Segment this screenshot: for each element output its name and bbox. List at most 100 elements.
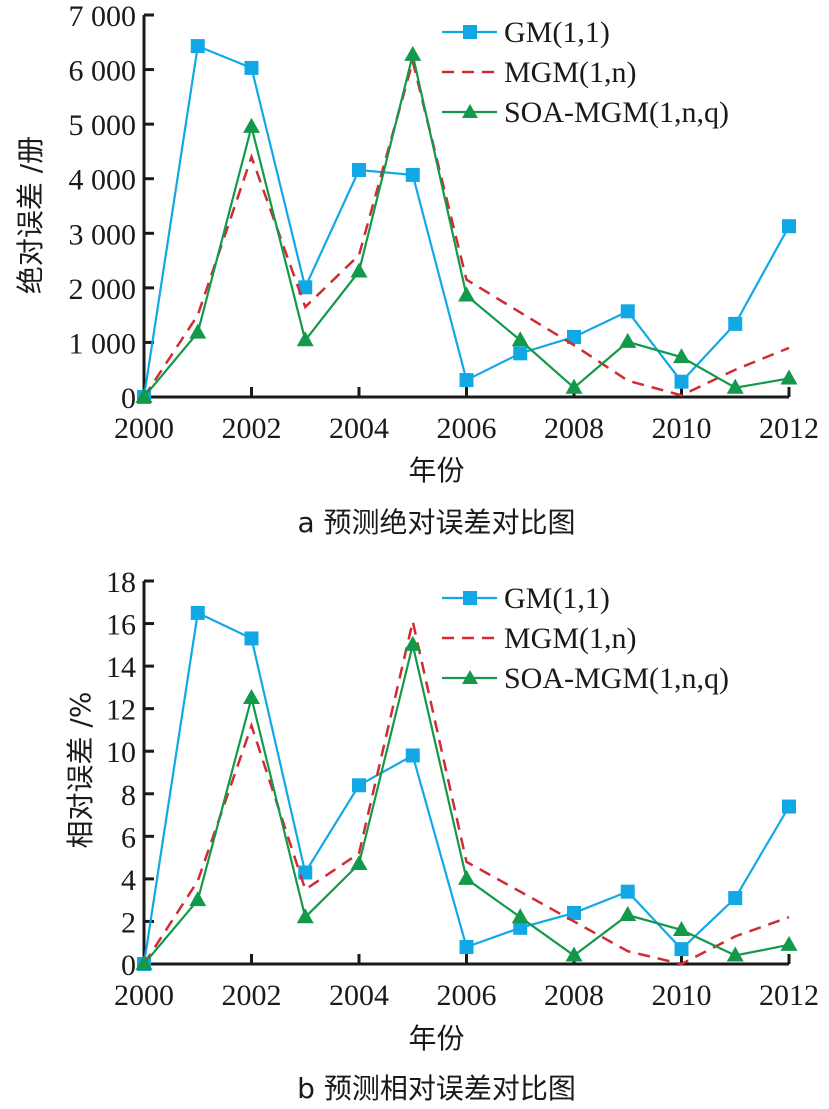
data-point-square — [728, 891, 743, 906]
data-point-square — [674, 942, 689, 957]
legend-marker-square — [463, 25, 477, 39]
x-tick-label: 2004 — [329, 979, 389, 1012]
series-gm-1-1 — [137, 39, 796, 404]
legend-item: GM(1,1) — [442, 16, 610, 49]
data-point-triangle — [350, 854, 368, 870]
legend-marker-triangle — [462, 104, 478, 118]
data-point-triangle — [511, 331, 529, 347]
data-point-square — [782, 799, 796, 814]
data-point-square — [244, 60, 259, 75]
data-point-triangle — [135, 388, 153, 403]
data-point-square — [298, 280, 313, 295]
data-point-triangle — [296, 331, 314, 347]
legend-item: SOA-MGM(1,n,q) — [442, 96, 729, 129]
series-mgm-1-n — [142, 621, 790, 966]
y-tick-label: 6 000 — [69, 55, 137, 88]
data-point-square — [513, 346, 528, 361]
x-tick-label: 2008 — [544, 412, 604, 445]
data-point-square — [190, 605, 205, 620]
data-point-triangle — [458, 869, 475, 885]
series-mgm-1-n — [142, 56, 790, 398]
legend-label: MGM(1,n) — [504, 622, 637, 655]
data-point-triangle — [350, 262, 368, 278]
data-point-triangle — [243, 117, 260, 133]
x-axis-title: 年份 — [408, 454, 464, 487]
data-point-triangle — [404, 45, 422, 61]
y-tick-label: 4 000 — [69, 164, 137, 197]
y-tick-label: 12 — [106, 694, 136, 727]
data-point-triangle — [135, 955, 153, 970]
legend-label: GM(1,1) — [504, 16, 610, 49]
x-tick-label: 2000 — [114, 412, 174, 445]
data-point-triangle — [726, 946, 744, 962]
y-tick-label: 7 000 — [69, 0, 137, 33]
data-point-triangle — [189, 323, 207, 339]
series-line — [142, 621, 790, 966]
x-tick-label: 2000 — [114, 979, 174, 1012]
data-point-square — [352, 778, 366, 793]
data-point-square — [459, 939, 474, 954]
y-tick-label: 5 000 — [69, 109, 137, 142]
data-point-square — [620, 304, 635, 319]
data-point-triangle — [565, 378, 583, 394]
x-tick-label: 2008 — [544, 979, 604, 1012]
legend-item: SOA-MGM(1,n,q) — [442, 662, 729, 695]
y-tick-label: 3 000 — [69, 218, 137, 251]
data-point-triangle — [619, 332, 637, 348]
data-point-square — [190, 39, 205, 54]
x-tick-label: 2002 — [222, 979, 282, 1012]
y-tick-label: 2 — [121, 906, 136, 939]
data-point-square — [567, 905, 581, 920]
data-point-triangle — [673, 348, 690, 364]
y-tick-label: 16 — [106, 609, 136, 642]
data-point-triangle — [458, 286, 475, 302]
x-tick-label: 2004 — [329, 412, 389, 445]
data-point-triangle — [404, 635, 422, 651]
data-point-square — [674, 374, 689, 389]
data-point-triangle — [619, 906, 637, 922]
data-point-square — [405, 167, 420, 182]
x-tick-label: 2012 — [759, 412, 819, 445]
legend-label: SOA-MGM(1,n,q) — [504, 96, 729, 129]
x-axis-title: 年份 — [408, 1022, 464, 1055]
legend-item: GM(1,1) — [442, 582, 610, 615]
legend-label: MGM(1,n) — [504, 56, 637, 89]
data-point-square — [728, 316, 743, 331]
y-axis-title: 绝对误差 /册 — [14, 136, 47, 294]
series-gm-1-1 — [137, 605, 796, 971]
data-point-triangle — [565, 946, 583, 962]
series-soa-mgm-1-n-q — [135, 45, 798, 403]
data-point-square — [459, 373, 474, 388]
y-tick-label: 10 — [106, 736, 136, 769]
chart-caption: b 预测相对误差对比图 — [297, 1072, 576, 1105]
x-tick-label: 2012 — [759, 979, 819, 1012]
y-tick-label: 14 — [106, 651, 136, 684]
chart-relative-error: 0 2 4 6 8 10 12 14 16 18 2000 2002 2004 2006 2008 2010 2… — [64, 566, 819, 1105]
data-point-square — [405, 748, 420, 763]
data-point-triangle — [780, 935, 798, 951]
y-tick-label: 0 — [121, 382, 136, 415]
legend-label: SOA-MGM(1,n,q) — [504, 662, 729, 695]
legend-marker-square — [463, 591, 477, 605]
x-tick-label: 2006 — [437, 412, 497, 445]
legend-marker-triangle — [462, 670, 478, 684]
data-point-square — [244, 631, 259, 646]
data-point-square — [352, 162, 366, 177]
y-tick-label: 8 — [121, 779, 136, 812]
y-tick-label: 2 000 — [69, 273, 137, 306]
data-point-triangle — [189, 891, 207, 907]
y-tick-label: 18 — [106, 566, 136, 599]
data-point-triangle — [296, 908, 314, 924]
y-tick-label: 0 — [121, 949, 136, 982]
data-point-triangle — [673, 920, 690, 936]
data-point-square — [782, 219, 796, 234]
legend-item: MGM(1,n) — [442, 622, 637, 655]
data-point-triangle — [511, 908, 529, 924]
legend-item: MGM(1,n) — [442, 56, 637, 89]
x-tick-label: 2010 — [652, 979, 712, 1012]
data-point-square — [620, 884, 635, 899]
chart-caption: a 预测绝对误差对比图 — [297, 506, 575, 539]
y-axis-title: 相对误差 /% — [64, 692, 97, 849]
x-tick-label: 2002 — [222, 412, 282, 445]
